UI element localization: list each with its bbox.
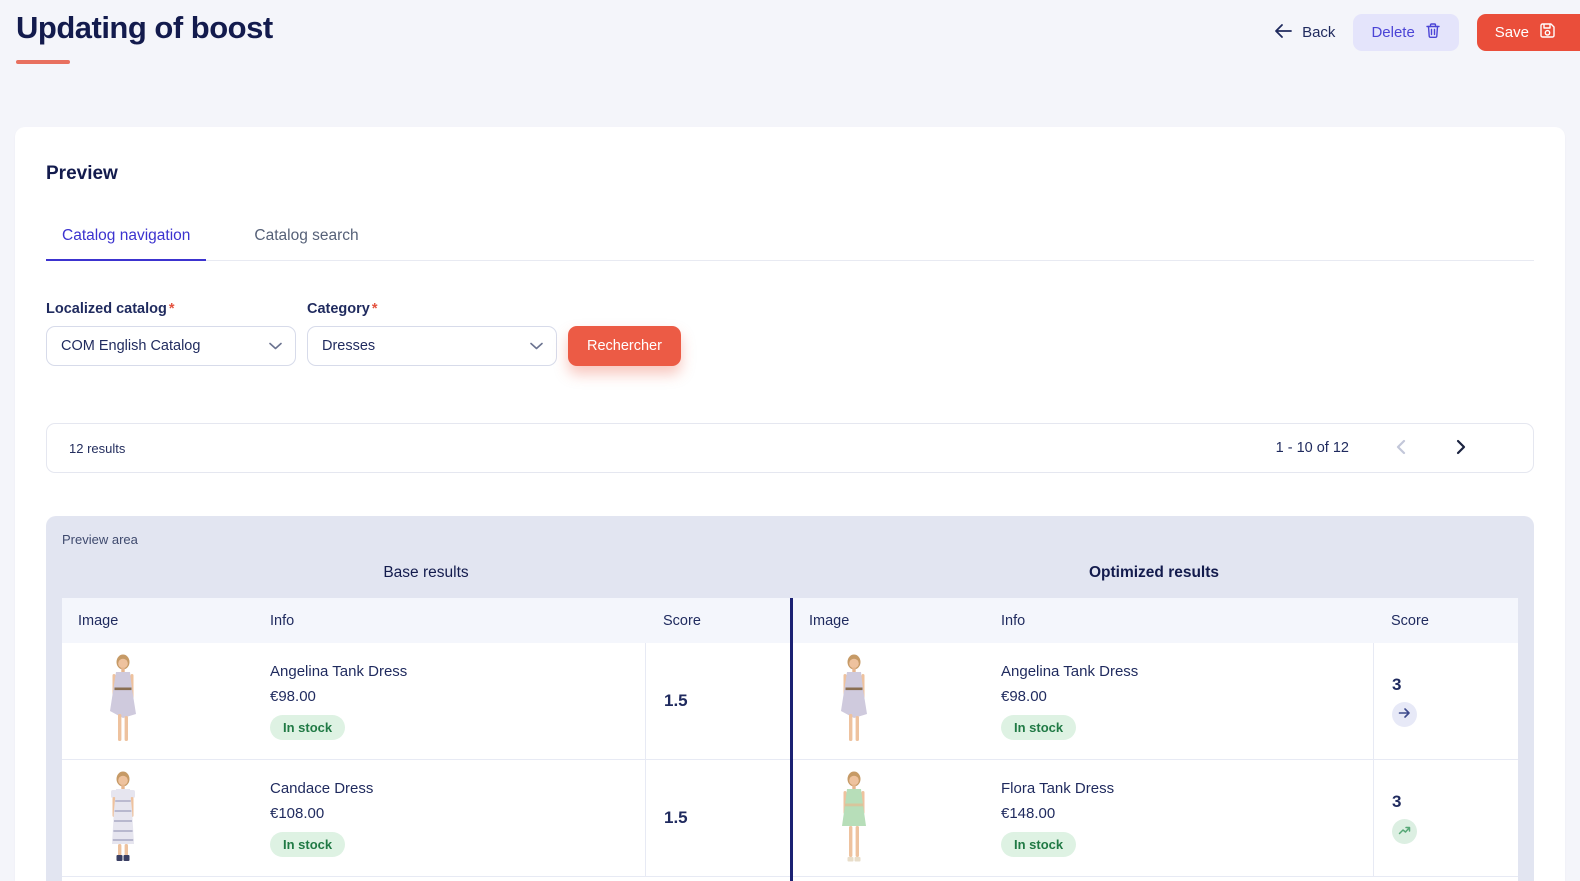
tab-catalog-search[interactable]: Catalog search bbox=[238, 217, 374, 261]
table-row: Angelina Tank Dress €98.00 In stock 1.5 bbox=[62, 643, 790, 760]
score-cell: 1.5 bbox=[645, 643, 790, 759]
save-label: Save bbox=[1494, 24, 1529, 41]
trash-icon bbox=[1425, 22, 1441, 43]
delete-label: Delete bbox=[1371, 24, 1415, 41]
previous-page-button[interactable] bbox=[1391, 435, 1410, 462]
stock-status-badge: In stock bbox=[270, 714, 346, 740]
table-row: Angelina Tank Dress €98.00 In stock 3 bbox=[793, 643, 1518, 760]
score-value: 1.5 bbox=[664, 808, 688, 827]
score-cell: 1.5 bbox=[645, 760, 790, 876]
preview-area: Preview area Base results Optimized resu… bbox=[46, 516, 1534, 881]
preview-area-headers: Base results Optimized results bbox=[62, 564, 1518, 582]
product-image-cell bbox=[62, 760, 252, 876]
required-asterisk: * bbox=[371, 301, 378, 317]
category-label: Category * bbox=[307, 301, 378, 317]
chevron-down-icon bbox=[530, 338, 543, 354]
pagination-controls: 1 - 10 of 12 bbox=[1276, 435, 1511, 462]
score-value: 3 bbox=[1392, 792, 1402, 811]
column-header-score: Score bbox=[663, 612, 701, 629]
top-actions: Back Delete Save bbox=[1274, 14, 1580, 51]
pagination-range: 1 - 10 of 12 bbox=[1275, 440, 1349, 456]
product-info-cell: Candace Dress €108.00 In stock bbox=[252, 760, 645, 876]
title-underline bbox=[16, 60, 70, 64]
product-image-cell bbox=[793, 643, 983, 759]
score-value: 3 bbox=[1392, 675, 1402, 694]
title-block: Updating of boost bbox=[16, 10, 273, 64]
delete-button[interactable]: Delete bbox=[1353, 14, 1459, 51]
trend-up-icon bbox=[1398, 823, 1411, 841]
arrow-right-icon bbox=[1398, 706, 1411, 724]
product-name: Angelina Tank Dress bbox=[1001, 662, 1139, 680]
localized-catalog-label: Localized catalog * bbox=[46, 301, 175, 317]
base-results-header: Base results bbox=[383, 564, 469, 581]
arrow-left-icon bbox=[1274, 23, 1292, 43]
localized-catalog-field: Localized catalog * COM English Catalog bbox=[46, 301, 296, 366]
preview-tabs: Catalog navigation Catalog search bbox=[46, 217, 1534, 261]
product-price: €108.00 bbox=[270, 804, 325, 822]
back-button[interactable]: Back bbox=[1274, 23, 1335, 43]
product-image bbox=[841, 654, 867, 741]
stock-status-badge: In stock bbox=[270, 831, 346, 857]
column-header-image: Image bbox=[809, 612, 850, 629]
stock-status-badge: In stock bbox=[1001, 831, 1077, 857]
product-image bbox=[111, 771, 135, 861]
chevron-down-icon bbox=[269, 338, 282, 354]
tab-catalog-navigation[interactable]: Catalog navigation bbox=[46, 217, 207, 261]
preview-card: Preview Catalog navigation Catalog searc… bbox=[15, 127, 1565, 881]
product-image-cell bbox=[62, 643, 252, 759]
localized-catalog-select[interactable]: COM English Catalog bbox=[46, 326, 296, 366]
position-change-badge bbox=[1392, 702, 1417, 727]
results-comparison-tables: Image Info Score bbox=[62, 598, 1518, 881]
score-cell: 3 bbox=[1373, 643, 1518, 759]
preview-area-label: Preview area bbox=[62, 532, 138, 547]
category-value: Dresses bbox=[322, 338, 376, 354]
score-value: 1.5 bbox=[664, 691, 688, 710]
product-image-cell bbox=[793, 760, 983, 876]
product-info-cell: Angelina Tank Dress €98.00 In stock bbox=[983, 643, 1373, 759]
column-header-info: Info bbox=[1001, 612, 1026, 629]
stock-status-badge: In stock bbox=[1001, 714, 1077, 740]
product-name: Flora Tank Dress bbox=[1001, 779, 1115, 797]
product-image bbox=[110, 654, 136, 741]
position-change-badge bbox=[1392, 819, 1417, 844]
next-page-button[interactable] bbox=[1452, 435, 1471, 462]
localized-catalog-value: COM English Catalog bbox=[61, 338, 201, 354]
search-button[interactable]: Rechercher bbox=[568, 326, 681, 366]
product-image bbox=[842, 771, 866, 862]
table-row: Candace Dress €108.00 In stock 1.5 bbox=[62, 760, 790, 877]
product-name: Candace Dress bbox=[270, 779, 374, 797]
preview-section-title: Preview bbox=[46, 163, 118, 184]
chevron-left-icon bbox=[1395, 439, 1406, 458]
base-results-table: Image Info Score bbox=[62, 598, 790, 881]
optimized-results-table: Image Info Score bbox=[790, 598, 1518, 881]
topbar: Updating of boost Back Delete Save bbox=[0, 0, 1580, 127]
table-row: Flora Tank Dress €148.00 In stock 3 bbox=[793, 760, 1518, 877]
category-field: Category * Dresses bbox=[307, 301, 557, 366]
results-count: 12 results bbox=[69, 440, 126, 456]
product-price: €98.00 bbox=[1001, 687, 1047, 705]
product-name: Angelina Tank Dress bbox=[270, 662, 408, 680]
product-price: €98.00 bbox=[270, 687, 316, 705]
chevron-right-icon bbox=[1456, 439, 1467, 458]
product-info-cell: Flora Tank Dress €148.00 In stock bbox=[983, 760, 1373, 876]
results-pagination-bar: 12 results 1 - 10 of 12 bbox=[46, 423, 1534, 473]
score-cell: 3 bbox=[1373, 760, 1518, 876]
product-price: €148.00 bbox=[1001, 804, 1056, 822]
column-header-info: Info bbox=[270, 612, 295, 629]
required-asterisk: * bbox=[168, 301, 175, 317]
table-row-clipped bbox=[62, 877, 790, 881]
table-header: Image Info Score bbox=[62, 598, 790, 643]
column-header-score: Score bbox=[1391, 612, 1429, 629]
category-select[interactable]: Dresses bbox=[307, 326, 557, 366]
optimized-results-header: Optimized results bbox=[1088, 564, 1220, 581]
table-row-clipped bbox=[793, 877, 1518, 881]
preview-filter-form: Localized catalog * COM English Catalog C… bbox=[46, 301, 1534, 366]
product-info-cell: Angelina Tank Dress €98.00 In stock bbox=[252, 643, 645, 759]
table-header: Image Info Score bbox=[793, 598, 1518, 643]
page-title: Updating of boost bbox=[16, 10, 273, 45]
back-label: Back bbox=[1302, 24, 1336, 41]
column-header-image: Image bbox=[78, 612, 119, 629]
save-button[interactable]: Save bbox=[1476, 14, 1580, 51]
save-floppy-icon bbox=[1539, 22, 1556, 43]
